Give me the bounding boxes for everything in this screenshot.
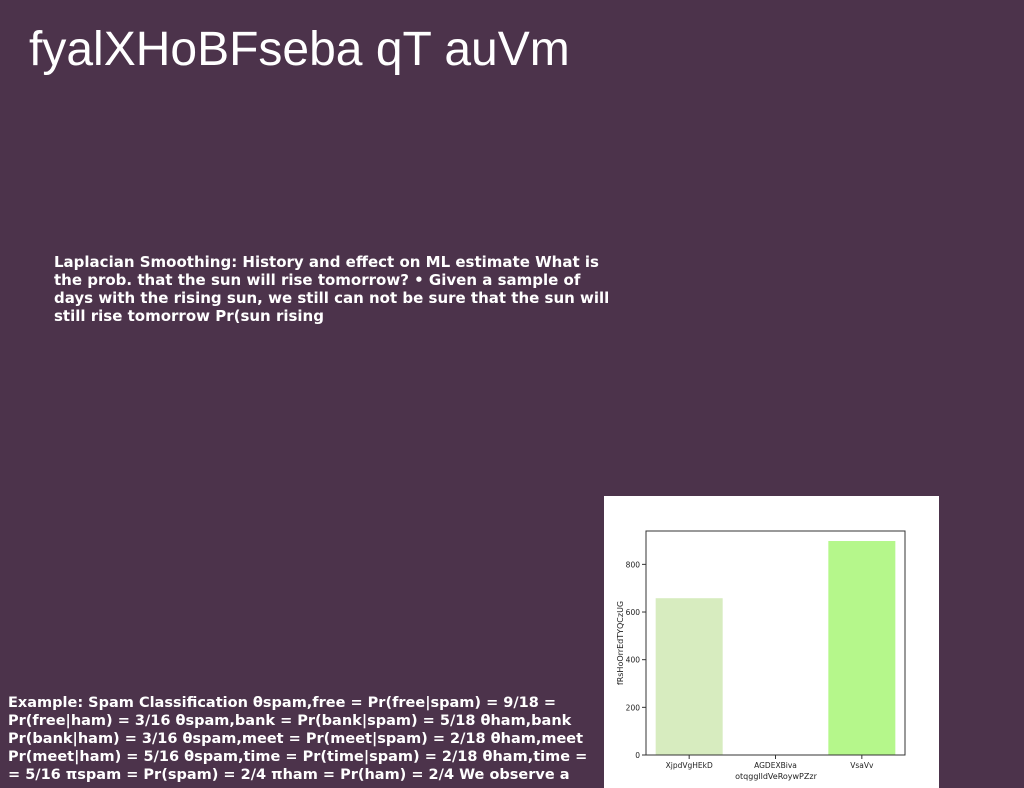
x-tick-label: XjpdVgHEkD xyxy=(666,761,713,770)
y-tick-label: 200 xyxy=(626,703,641,712)
bar-chart-svg: 0 200 400 600 800 XjpdVgHEkD AGDEXBiva VsaVv o… xyxy=(616,530,906,781)
x-tick-label: VsaVv xyxy=(850,761,874,770)
y-axis: 0 200 400 600 800 xyxy=(626,560,646,760)
slide-title: fyalXHoBFseba qT auVm xyxy=(29,23,570,76)
bar-XjpdVgHEkD xyxy=(655,598,723,755)
y-tick-label: 0 xyxy=(635,751,640,760)
body-paragraph: Laplacian Smoothing: History and effect … xyxy=(54,253,610,325)
footer-paragraph: Example: Spam Classification θspam,free … xyxy=(8,695,588,783)
x-tick-label: AGDEXBiva xyxy=(754,761,797,770)
y-tick-label: 800 xyxy=(626,560,641,569)
y-tick-label: 400 xyxy=(626,656,641,665)
y-axis-label: fRsHoOrrEdTYQCzUG xyxy=(616,601,625,685)
chart-bars xyxy=(655,541,896,755)
y-tick-label: 600 xyxy=(626,608,641,617)
x-axis: XjpdVgHEkD AGDEXBiva VsaVv xyxy=(666,755,874,770)
x-axis-label: otqgglldVeRoywPZzr xyxy=(735,772,817,781)
bar-VsaVv xyxy=(828,541,896,755)
bar-chart: 0 200 400 600 800 XjpdVgHEkD AGDEXBiva VsaVv o… xyxy=(604,496,939,788)
